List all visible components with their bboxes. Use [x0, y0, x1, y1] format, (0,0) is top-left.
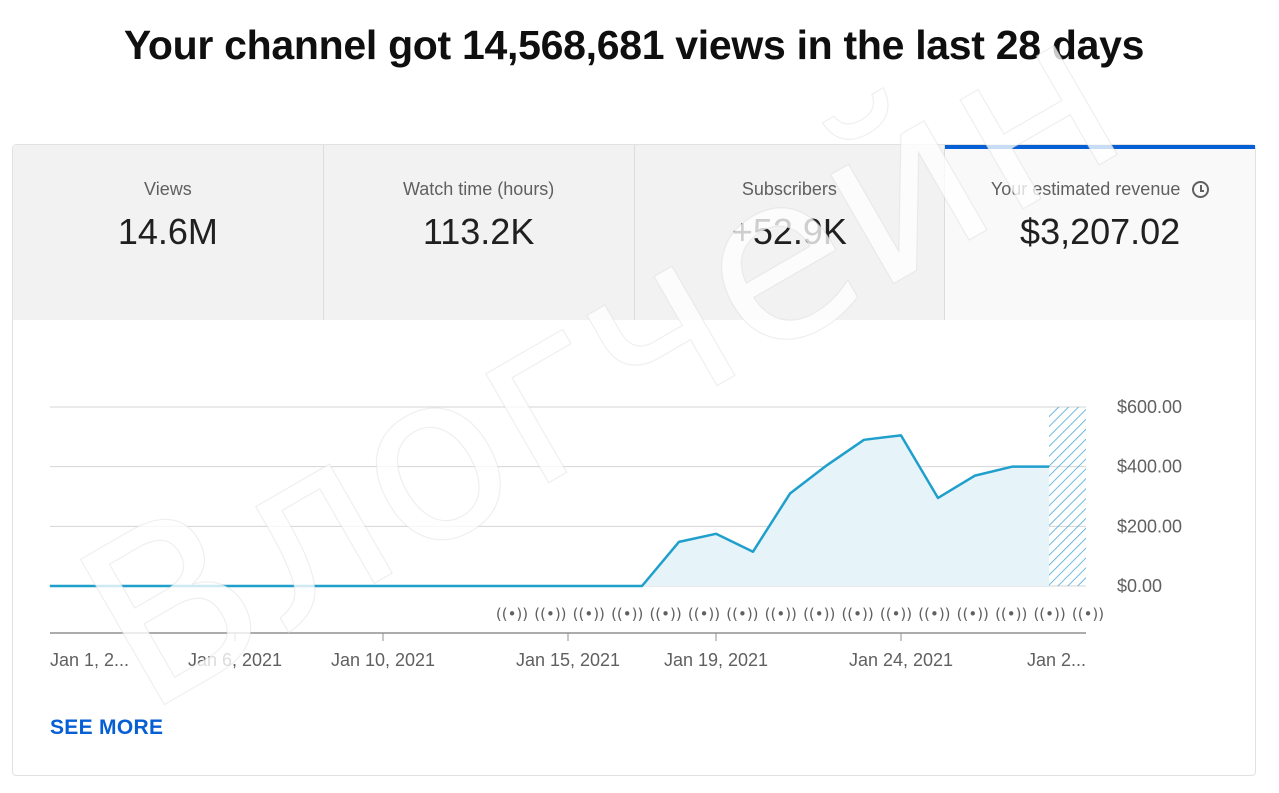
tab-label: Views	[144, 179, 192, 199]
x-tick-label: Jan 15, 2021	[516, 650, 620, 670]
tab-label: Watch time (hours)	[402, 179, 555, 199]
data-point	[826, 464, 828, 466]
x-tick-label: Jan 24, 2021	[849, 650, 953, 670]
revenue-area	[50, 435, 1049, 586]
live-stream-icon: ((•))	[649, 605, 681, 623]
data-point	[604, 585, 606, 587]
tab-label: Subscribers	[741, 179, 837, 199]
live-stream-icon: ((•))	[803, 605, 835, 623]
data-point	[456, 585, 458, 587]
data-point	[382, 585, 384, 587]
y-tick-label: $0.00	[1117, 576, 1162, 596]
x-tick-label: Jan 19, 2021	[664, 650, 768, 670]
data-point	[345, 585, 347, 587]
live-stream-icon: ((•))	[1033, 605, 1065, 623]
data-point	[1011, 466, 1013, 468]
live-stream-icon: ((•))	[573, 605, 605, 623]
x-tick-label: Jan 1, 2...	[50, 650, 129, 670]
data-point	[234, 585, 236, 587]
tab-views[interactable]: Views 14.6M	[13, 145, 324, 320]
see-more-link[interactable]: SEE MORE	[50, 716, 164, 739]
live-stream-icon: ((•))	[957, 605, 989, 623]
live-stream-icon: ((•))	[841, 605, 873, 623]
data-point	[1048, 466, 1050, 468]
live-stream-icon: ((•))	[880, 605, 912, 623]
tab-subscribers[interactable]: Subscribers +52.9K	[634, 145, 946, 320]
y-tick-label: $400.00	[1117, 457, 1182, 477]
metric-tabs: Views 14.6M Watch time (hours) 113.2K Su…	[13, 145, 1255, 320]
data-point	[567, 585, 569, 587]
data-point	[530, 585, 532, 587]
analytics-card: Views 14.6M Watch time (hours) 113.2K Su…	[12, 144, 1256, 776]
y-tick-label: $200.00	[1117, 516, 1182, 536]
data-point	[900, 434, 902, 436]
tab-value: +52.9K	[731, 211, 847, 252]
data-point	[493, 585, 495, 587]
tab-label: Your estimated revenue	[990, 179, 1181, 199]
x-tick-label: Jan 6, 2021	[188, 650, 282, 670]
data-point	[49, 585, 51, 587]
data-point	[308, 585, 310, 587]
partial-period-hatch	[1049, 407, 1086, 586]
data-point	[715, 533, 717, 535]
data-point	[937, 497, 939, 499]
live-stream-icon: ((•))	[611, 605, 643, 623]
data-point	[678, 541, 680, 543]
data-point	[752, 551, 754, 553]
data-point	[271, 585, 273, 587]
live-stream-icon: ((•))	[765, 605, 797, 623]
x-tick-label: Jan 10, 2021	[331, 650, 435, 670]
tab-watch-time[interactable]: Watch time (hours) 113.2K	[323, 145, 635, 320]
tab-estimated-revenue[interactable]: Your estimated revenue $3,207.02	[945, 145, 1255, 320]
live-stream-icon: ((•))	[1072, 605, 1104, 623]
live-stream-icon: ((•))	[995, 605, 1027, 623]
data-point	[123, 585, 125, 587]
clock-icon[interactable]	[1192, 181, 1210, 198]
tab-value: 14.6M	[117, 211, 218, 252]
live-stream-icon: ((•))	[688, 605, 720, 623]
data-point	[197, 585, 199, 587]
page-headline: Your channel got 14,568,681 views in the…	[123, 22, 1145, 68]
data-point	[974, 475, 976, 477]
tab-value: $3,207.02	[1020, 211, 1181, 252]
data-point	[789, 493, 791, 495]
tab-value: 113.2K	[422, 211, 535, 252]
live-stream-icon: ((•))	[726, 605, 758, 623]
x-tick-label: Jan 2...	[1027, 650, 1086, 670]
y-tick-label: $600.00	[1117, 397, 1182, 417]
live-stream-icon: ((•))	[534, 605, 566, 623]
data-point	[86, 585, 88, 587]
live-stream-icon: ((•))	[918, 605, 950, 623]
watermark-text: Влогчейн	[39, 0, 1163, 764]
live-stream-icon: ((•))	[496, 605, 528, 623]
data-point	[160, 585, 162, 587]
data-point	[419, 585, 421, 587]
data-point	[863, 439, 865, 441]
data-point	[641, 585, 643, 587]
tab-label-wrap: Your estimated revenue	[945, 179, 1255, 200]
revenue-series-line	[50, 434, 1049, 588]
